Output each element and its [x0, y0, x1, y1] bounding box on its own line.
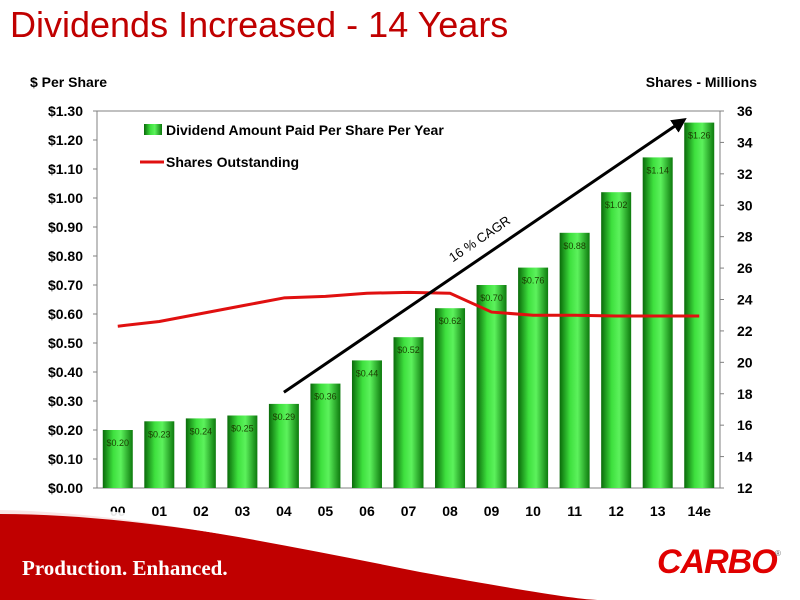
x-tick-label: 05 — [318, 503, 334, 519]
dividend-bar — [268, 403, 299, 488]
shares-line-series — [117, 290, 700, 328]
left-tick-label: $1.20 — [48, 132, 83, 148]
x-tick-label: 13 — [650, 503, 666, 519]
dividend-bar — [102, 430, 133, 488]
left-tick-label: $0.20 — [48, 422, 83, 438]
x-tick-label: 09 — [484, 503, 500, 519]
bar-value-label: $1.14 — [646, 165, 669, 175]
bar-value-label: $0.52 — [397, 345, 420, 355]
dividend-bar — [227, 415, 258, 488]
x-tick-label: 07 — [401, 503, 417, 519]
dividend-bar — [435, 308, 466, 488]
dividend-bar — [144, 421, 175, 488]
x-tick-label: 12 — [608, 503, 624, 519]
dividend-bar — [351, 360, 382, 488]
left-tick-label: $1.00 — [48, 190, 83, 206]
right-tick-label: 20 — [737, 354, 753, 370]
bar-value-label: $0.88 — [563, 241, 586, 251]
bar-value-label: $1.02 — [605, 200, 628, 210]
left-tick-label: $1.30 — [48, 103, 83, 119]
left-tick-label: $0.10 — [48, 451, 83, 467]
bar-value-label: $0.29 — [273, 412, 296, 422]
x-tick-label: 00 — [110, 503, 126, 519]
right-tick-label: 32 — [737, 166, 753, 182]
right-tick-label: 28 — [737, 229, 753, 245]
right-tick-label: 34 — [737, 134, 753, 150]
bar-value-label: $0.25 — [231, 424, 254, 434]
cagr-arrow — [283, 118, 687, 394]
right-tick-label: 26 — [737, 260, 753, 276]
left-tick-label: $0.40 — [48, 364, 83, 380]
right-tick-label: 24 — [737, 292, 753, 308]
left-tick-label: $0.60 — [48, 306, 83, 322]
x-tick-label: 03 — [235, 503, 251, 519]
dividend-bar — [559, 232, 590, 488]
bar-value-label: $0.23 — [148, 429, 171, 439]
left-tick-label: $0.30 — [48, 393, 83, 409]
x-tick-label: 06 — [359, 503, 375, 519]
dividend-bar — [185, 418, 216, 488]
right-tick-label: 18 — [737, 386, 753, 402]
right-tick-label: 16 — [737, 417, 753, 433]
left-axis-ticks: $0.00 $0.10 $0.20 $0.30 $0.40 $0.50 $0.60 $0.70… — [48, 103, 97, 496]
x-axis-ticks: 00 01 02 03 04 05 06 07 08 09 10 11 12 13 14e — [110, 503, 711, 519]
x-tick-label: 08 — [442, 503, 458, 519]
x-tick-label: 14e — [688, 503, 712, 519]
bar-value-label: $1.26 — [688, 131, 711, 141]
legend-bar-label: Dividend Amount Paid Per Share Per Year — [166, 122, 444, 138]
right-axis-title: Shares - Millions — [646, 74, 757, 90]
bar-value-label: $0.70 — [480, 293, 503, 303]
x-tick-label: 01 — [152, 503, 168, 519]
bar-value-label: $0.62 — [439, 316, 462, 326]
dividend-bar — [310, 383, 341, 488]
carbo-logo: CARBO — [657, 543, 778, 581]
legend: Dividend Amount Paid Per Share Per Year … — [140, 122, 444, 170]
bar-value-label: $0.44 — [356, 368, 379, 378]
right-tick-label: 14 — [737, 449, 753, 465]
dividend-bar — [518, 267, 549, 488]
dividend-bar — [601, 192, 632, 488]
x-tick-label: 11 — [567, 503, 582, 519]
right-axis-ticks: 12 14 16 18 20 22 24 26 28 30 32 34 36 — [720, 103, 753, 496]
left-axis-title: $ Per Share — [30, 74, 107, 90]
registered-mark: ® — [775, 549, 781, 558]
left-tick-label: $0.50 — [48, 335, 83, 351]
bar-value-label: $0.20 — [107, 438, 130, 448]
shares-outstanding-line — [117, 290, 700, 328]
bar-value-label: $0.36 — [314, 392, 337, 402]
right-tick-label: 12 — [737, 480, 753, 496]
slide-title: Dividends Increased - 14 Years — [10, 4, 509, 45]
dividend-bar — [393, 337, 424, 488]
bar-series — [102, 122, 715, 488]
bar-value-label: $0.24 — [190, 426, 213, 436]
right-tick-label: 22 — [737, 323, 753, 339]
x-tick-label: 02 — [193, 503, 209, 519]
left-tick-label: $0.70 — [48, 277, 83, 293]
left-tick-label: $0.80 — [48, 248, 83, 264]
dividend-bar — [684, 122, 715, 488]
x-tick-label: 04 — [276, 503, 292, 519]
x-tick-label: 10 — [525, 503, 541, 519]
dividend-bar — [476, 285, 507, 488]
dividend-bar — [642, 157, 673, 488]
left-tick-label: $0.00 — [48, 480, 83, 496]
bar-labels: $0.20 $0.23 $0.24 $0.25 $0.29 $0.36 $0.44 $0.52… — [107, 131, 711, 448]
cagr-label: 16 % CAGR — [446, 213, 513, 265]
bar-value-label: $0.76 — [522, 276, 545, 286]
right-tick-label: 30 — [737, 197, 753, 213]
left-tick-label: $1.10 — [48, 161, 83, 177]
legend-bar-swatch — [144, 124, 162, 135]
left-tick-label: $0.90 — [48, 219, 83, 235]
legend-line-label: Shares Outstanding — [166, 154, 299, 170]
tagline: Production. Enhanced. — [22, 556, 228, 580]
right-tick-label: 36 — [737, 103, 753, 119]
